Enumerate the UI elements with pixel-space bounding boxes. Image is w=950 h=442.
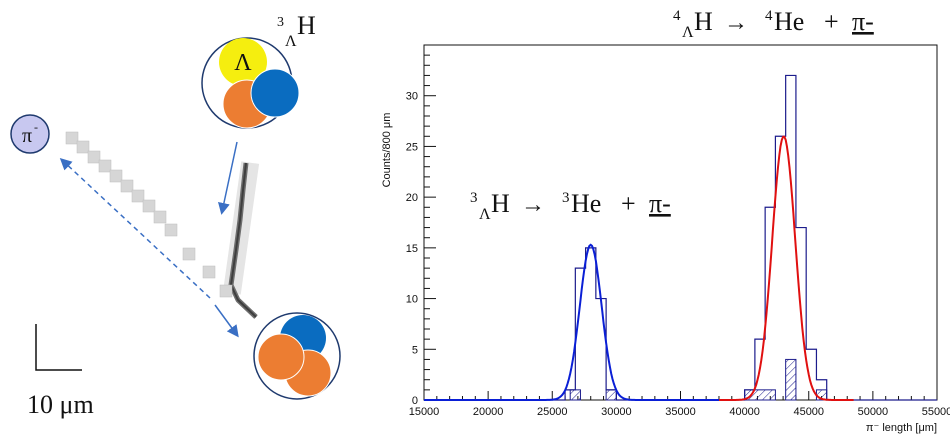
x-tick-label: 50000 — [858, 406, 889, 418]
hatched-bin — [785, 358, 797, 401]
x-tick-label: 35000 — [665, 406, 696, 418]
x-tick-label: 15000 — [409, 406, 440, 418]
gaussian-fit-curve — [719, 135, 854, 401]
decay4-parent-sub: Λ — [682, 24, 694, 41]
decay4-daughter-sup: 4 — [765, 8, 773, 24]
decay-3-annotation: 3 Λ H → 3 He + π- — [470, 189, 671, 223]
y-tick-label: 25 — [406, 141, 418, 153]
decay-4-annotation: 4 Λ H → 4 He + π- — [673, 7, 874, 41]
y-tick-label: 15 — [406, 243, 418, 255]
decay3-daughter-sup: 3 — [562, 190, 570, 206]
x-axis-label: π⁻ length [μm] — [866, 422, 937, 434]
y-axis-label: Counts/800 μm — [381, 113, 393, 188]
pion-arrow — [59, 157, 211, 299]
decay3-plus: + — [621, 189, 636, 218]
nucleus-label-sup: 3 — [277, 15, 284, 30]
decay4-plus: + — [824, 7, 839, 36]
decay3-parent-sup: 3 — [470, 190, 478, 206]
gaussian-fit-curve — [424, 243, 732, 401]
decay3-parent-sub: Λ — [479, 206, 491, 223]
hypernucleus-track — [222, 161, 260, 319]
axis-ticks — [423, 54, 938, 401]
lambda-symbol: Λ — [234, 50, 252, 76]
decay3-pion: π- — [649, 189, 671, 218]
histogram-outline — [424, 74, 937, 401]
decay3-arrow: → — [521, 192, 545, 218]
daughter-proton-1 — [257, 333, 305, 381]
neutron-particle — [250, 68, 300, 118]
decay3-parent: H — [491, 189, 510, 218]
approach-arrow — [218, 141, 238, 215]
x-tick-label: 40000 — [729, 406, 760, 418]
histogram-bin — [586, 248, 596, 400]
y-tick-label: 10 — [406, 294, 418, 306]
x-tick-label: 55000 — [922, 406, 950, 418]
nucleus-label-sub: Λ — [285, 33, 297, 50]
hatched-bin — [744, 389, 776, 401]
tick-labels: 15000 20000 25000 30000 35000 40000 45000 50000… — [406, 91, 950, 418]
scale-label: 10 μm — [27, 390, 94, 419]
nucleus-label-main: H — [297, 11, 316, 40]
x-tick-label: 25000 — [537, 406, 568, 418]
scale-bar — [35, 324, 82, 371]
y-tick-label: 0 — [412, 395, 418, 407]
decay4-parent: H — [694, 7, 713, 36]
y-tick-label: 30 — [406, 91, 418, 103]
histogram-bars — [424, 74, 937, 401]
decay4-daughter: He — [774, 7, 804, 36]
lambda-particle — [219, 38, 267, 86]
histogram-bin — [596, 299, 606, 400]
pion-charge: - — [34, 120, 38, 134]
y-tick-label: 20 — [406, 192, 418, 204]
decay3-daughter: He — [571, 189, 601, 218]
decay4-parent-sup: 4 — [673, 8, 681, 24]
pion-track — [65, 131, 233, 298]
pion-particle — [10, 114, 50, 154]
decay-schematic: Λ 3 Λ H — [0, 0, 370, 437]
hatched-bin — [569, 389, 581, 401]
fit-curves — [424, 135, 854, 401]
x-tick-label: 20000 — [473, 406, 504, 418]
histogram-panel: 15000 20000 25000 30000 35000 40000 45000 50000… — [370, 0, 950, 437]
x-tick-label: 45000 — [793, 406, 824, 418]
decay4-pion: π- — [852, 7, 874, 36]
histogram-chart: 15000 20000 25000 30000 35000 40000 45000 50000… — [381, 7, 950, 434]
plot-frame — [423, 44, 938, 401]
y-tick-label: 5 — [412, 344, 418, 356]
decay4-arrow: → — [724, 10, 748, 36]
schematic-svg: Λ 3 Λ H — [10, 11, 341, 419]
daughter-arrow — [214, 304, 239, 338]
x-tick-label: 30000 — [601, 406, 632, 418]
hatched-bin — [605, 389, 617, 401]
pion-symbol: π — [22, 125, 32, 147]
